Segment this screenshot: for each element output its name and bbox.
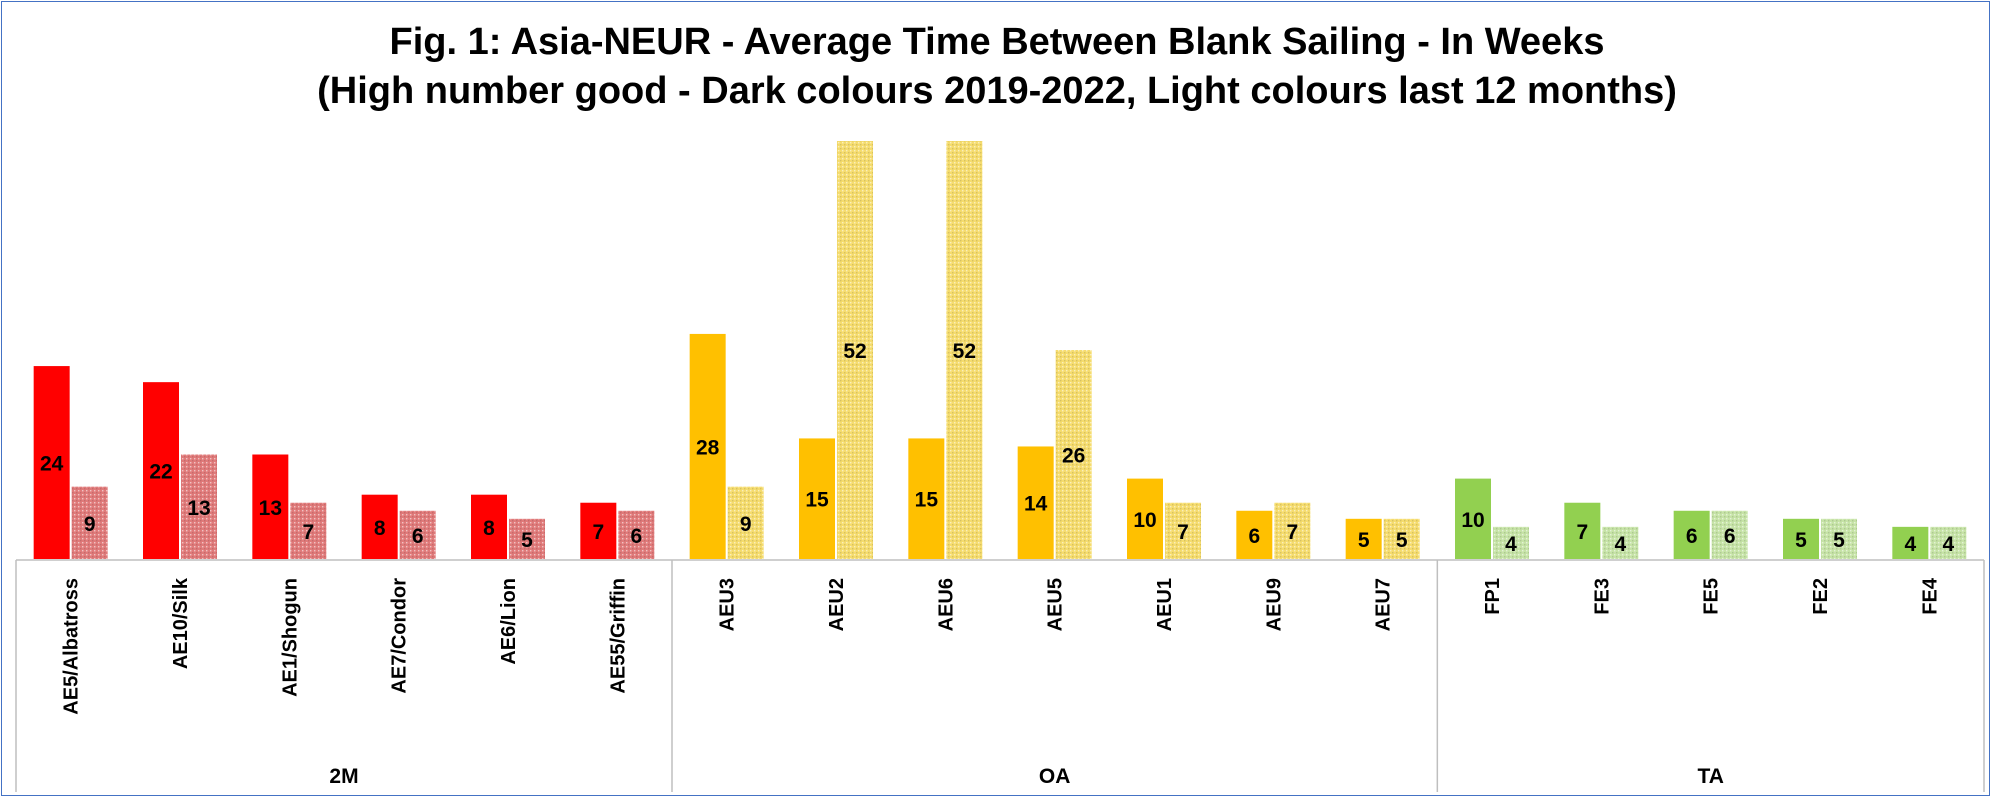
data-label: 9 bbox=[84, 513, 96, 536]
category-label: AEU3 bbox=[717, 578, 739, 631]
bar-dark-aeu1 bbox=[1127, 478, 1163, 559]
data-label: 8 bbox=[483, 517, 495, 540]
data-label: 5 bbox=[1795, 529, 1807, 552]
data-label: 5 bbox=[1358, 529, 1370, 552]
bar-light-texture bbox=[181, 454, 217, 559]
bar-dark-fe2 bbox=[1783, 518, 1819, 559]
data-label: 7 bbox=[302, 521, 314, 544]
data-label: 5 bbox=[1833, 529, 1845, 552]
category-label: FE4 bbox=[1919, 577, 1941, 615]
bar-dark-ae7-condor bbox=[361, 494, 398, 559]
bar-light-texture bbox=[1383, 518, 1420, 559]
bar-light-texture bbox=[837, 141, 873, 559]
category-label: AE55/Griffin bbox=[607, 578, 629, 694]
category-label: AE5/Albatross bbox=[61, 578, 83, 715]
bar-dark-fp1 bbox=[1455, 478, 1491, 559]
bar-dark-aeu9 bbox=[1236, 510, 1273, 559]
data-label: 8 bbox=[374, 517, 386, 540]
category-label: FE2 bbox=[1810, 578, 1832, 615]
data-label: 5 bbox=[1396, 529, 1408, 552]
data-label: 6 bbox=[1248, 525, 1260, 548]
data-label: 13 bbox=[259, 497, 282, 520]
bar-dark-ae6-lion bbox=[471, 494, 507, 559]
data-label: 4 bbox=[1614, 533, 1626, 556]
category-label: AEU5 bbox=[1045, 578, 1067, 631]
bar-dark-aeu6 bbox=[908, 438, 945, 559]
category-label: AEU2 bbox=[826, 578, 848, 631]
bar-light-texture bbox=[509, 518, 545, 559]
data-label: 7 bbox=[1576, 521, 1588, 544]
category-label: AEU9 bbox=[1263, 578, 1285, 631]
category-label: AE6/Lion bbox=[498, 578, 520, 665]
category-label: AE7/Condor bbox=[389, 578, 411, 694]
category-label: FE5 bbox=[1701, 578, 1723, 615]
bar-light-texture bbox=[1711, 510, 1748, 559]
data-label: 6 bbox=[630, 525, 642, 548]
bar-dark-fe3 bbox=[1564, 502, 1601, 559]
data-label: 7 bbox=[592, 521, 604, 544]
bar-dark-ae1-shogun bbox=[252, 454, 289, 559]
bar-light-texture bbox=[1274, 502, 1311, 559]
category-label: AE1/Shogun bbox=[279, 578, 301, 697]
data-label: 24 bbox=[40, 453, 64, 476]
chart-title-line-1: Fig. 1: Asia-NEUR - Average Time Between… bbox=[390, 21, 1605, 63]
data-label: 15 bbox=[915, 489, 939, 512]
data-label: 10 bbox=[1133, 509, 1156, 532]
group-label-oa: OA bbox=[1039, 765, 1071, 788]
chart-title-line-2: (High number good - Dark colours 2019-20… bbox=[317, 70, 1677, 112]
category-label: FE3 bbox=[1591, 578, 1613, 615]
bar-dark-fe5 bbox=[1673, 510, 1710, 559]
bar-dark-ae5-albatross bbox=[33, 366, 70, 559]
bar-dark-fe4 bbox=[1892, 526, 1929, 559]
data-label: 26 bbox=[1062, 445, 1085, 468]
category-label: AEU6 bbox=[935, 578, 957, 631]
category-label: AE10/Silk bbox=[170, 577, 192, 669]
data-label: 7 bbox=[1286, 521, 1298, 544]
bar-dark-aeu7 bbox=[1345, 518, 1382, 559]
bar-light-texture bbox=[618, 510, 655, 559]
plot-area: 24 9 22 13 13 7 8 6 8 5 7 6 28 9 15 52 15 52 14 26 10 7 6 7 5 5 10… bbox=[15, 141, 1985, 792]
bar-light-texture bbox=[290, 502, 327, 559]
data-label: 28 bbox=[696, 436, 720, 459]
bar-light-texture bbox=[946, 141, 983, 559]
bar-light-texture bbox=[1165, 502, 1201, 559]
group-label-2m: 2M bbox=[329, 765, 358, 788]
data-label: 52 bbox=[953, 340, 976, 363]
bar-light-texture bbox=[399, 510, 436, 559]
category-label: AEU1 bbox=[1154, 578, 1176, 631]
data-label: 7 bbox=[1177, 521, 1189, 544]
bar-light-texture bbox=[1930, 526, 1967, 559]
data-label: 52 bbox=[843, 340, 866, 363]
bar-light-texture bbox=[1602, 526, 1639, 559]
data-label: 9 bbox=[740, 513, 752, 536]
data-label: 15 bbox=[805, 489, 829, 512]
data-label: 6 bbox=[412, 525, 424, 548]
data-label: 22 bbox=[149, 461, 172, 484]
bar-dark-aeu2 bbox=[799, 438, 835, 559]
category-label: FP1 bbox=[1482, 578, 1504, 615]
bar-dark-ae10-silk bbox=[143, 382, 179, 559]
bar-light-texture bbox=[727, 486, 764, 559]
bar-light-texture bbox=[71, 486, 108, 559]
data-label: 13 bbox=[187, 497, 210, 520]
bar-dark-ae55-griffin bbox=[580, 502, 617, 559]
data-label: 6 bbox=[1724, 525, 1736, 548]
bar-dark-aeu3 bbox=[689, 333, 726, 559]
data-label: 4 bbox=[1904, 533, 1916, 556]
data-label: 6 bbox=[1686, 525, 1698, 548]
category-label: AEU7 bbox=[1373, 578, 1395, 631]
data-label: 4 bbox=[1505, 533, 1517, 556]
bar-light-texture bbox=[1493, 526, 1529, 559]
bar-dark-aeu5 bbox=[1017, 446, 1054, 559]
bar-light-texture bbox=[1821, 518, 1857, 559]
data-label: 5 bbox=[521, 529, 533, 552]
bar-light-texture bbox=[1055, 350, 1092, 559]
data-label: 4 bbox=[1942, 533, 1954, 556]
group-label-ta: TA bbox=[1697, 765, 1723, 788]
data-label: 10 bbox=[1461, 509, 1484, 532]
data-label: 14 bbox=[1024, 493, 1048, 516]
